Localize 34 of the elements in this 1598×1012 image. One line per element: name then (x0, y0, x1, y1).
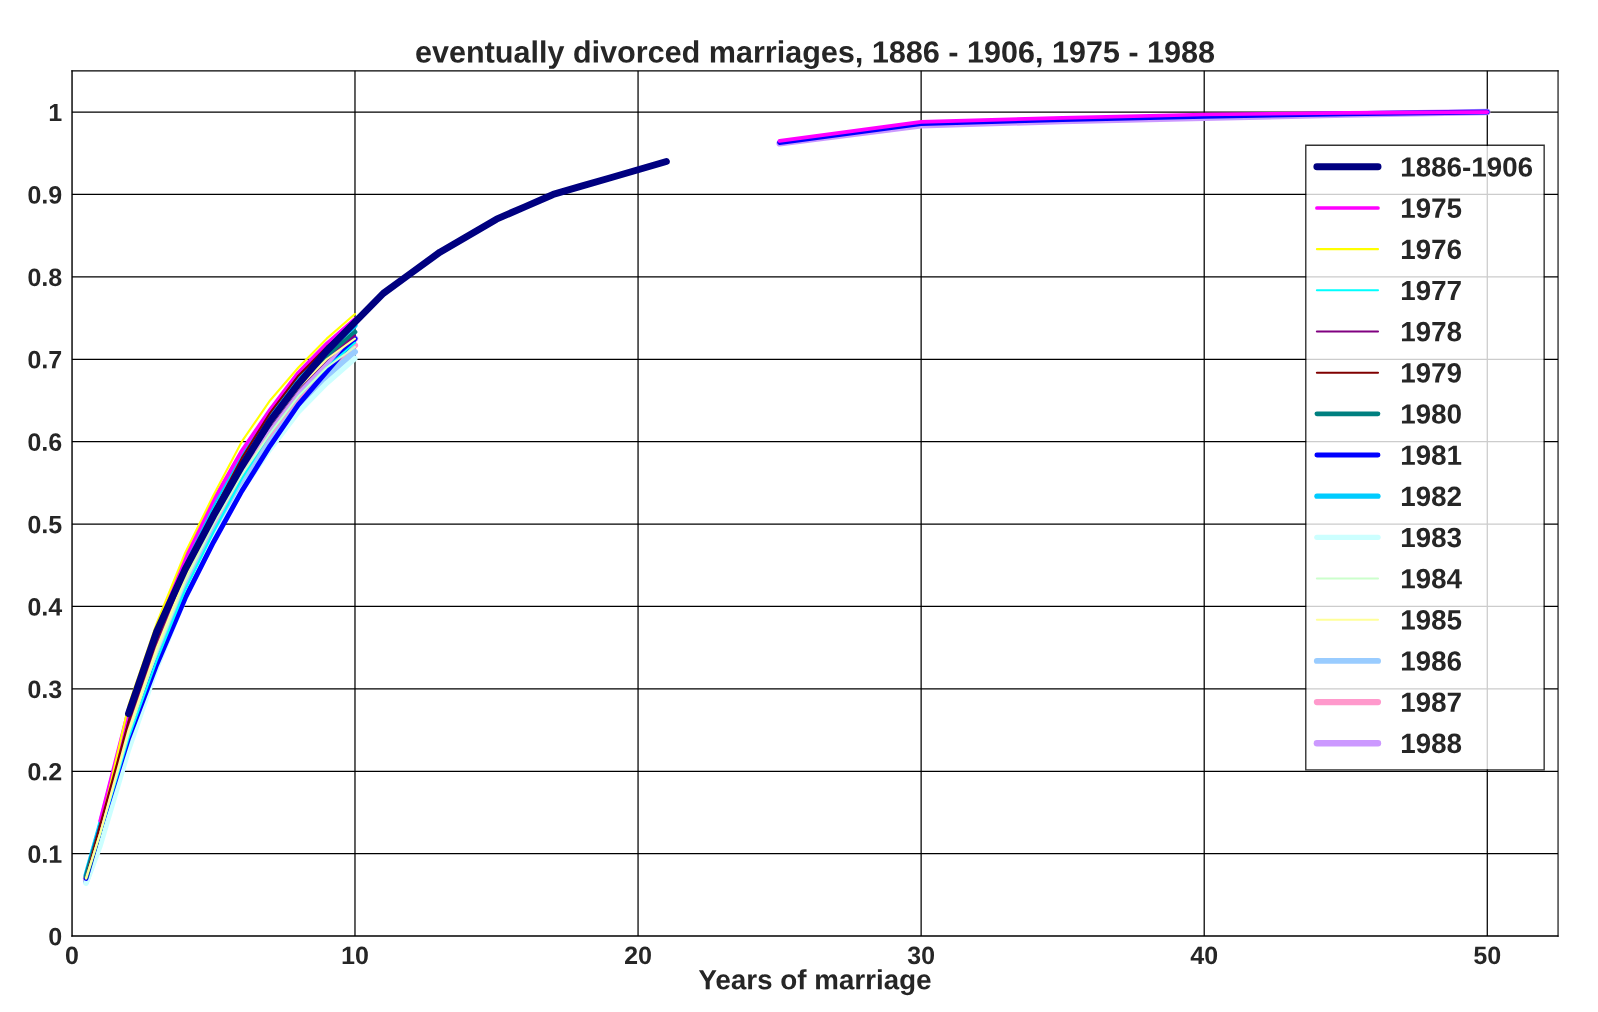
chart-title: eventually divorced marriages, 1886 - 1906, 1975 - 1988 (416, 40, 1215, 69)
legend-label: 1886-1906 (1401, 157, 1533, 177)
legend-label: 1979 (1401, 363, 1461, 383)
legend-label: 1985 (1401, 610, 1462, 630)
legend-label: 1976 (1401, 239, 1462, 260)
legend-label: 1984 (1401, 568, 1462, 589)
y-tick-label: 0.9 (28, 186, 62, 204)
y-tick-label: 0.1 (28, 845, 62, 863)
legend-label: 1975 (1401, 198, 1462, 218)
legend-label: 1978 (1401, 321, 1462, 342)
y-tick-label: 0.3 (28, 680, 62, 699)
legend-label: 1983 (1401, 527, 1462, 548)
legend-label: 1980 (1401, 404, 1461, 424)
legend-label: 1988 (1401, 733, 1462, 754)
x-tick-label: 10 (342, 946, 368, 965)
x-tick-label: 0 (65, 946, 78, 965)
y-tick-label: 0.6 (28, 433, 62, 451)
legend-label: 1987 (1401, 692, 1461, 713)
legend-label: 1981 (1401, 445, 1462, 466)
x-tick-label: 20 (625, 946, 651, 965)
y-tick-label: 0.8 (28, 268, 62, 287)
y-tick-label: 0 (49, 927, 62, 946)
y-tick-label: 1 (49, 103, 62, 122)
y-tick-label: 0.7 (28, 350, 62, 369)
legend-label: 1977 (1401, 280, 1461, 301)
x-tick-label: 30 (907, 946, 935, 965)
legend-label: 1982 (1401, 486, 1461, 507)
x-tick-label: 40 (1190, 946, 1218, 965)
y-tick-label: 0.4 (28, 598, 63, 616)
x-axis-title: Years of marriage (698, 969, 931, 996)
y-tick-label: 0.2 (28, 762, 62, 781)
y-tick-label: 0.5 (28, 515, 62, 534)
legend-label: 1986 (1401, 651, 1462, 671)
x-tick-label: 50 (1474, 946, 1501, 965)
